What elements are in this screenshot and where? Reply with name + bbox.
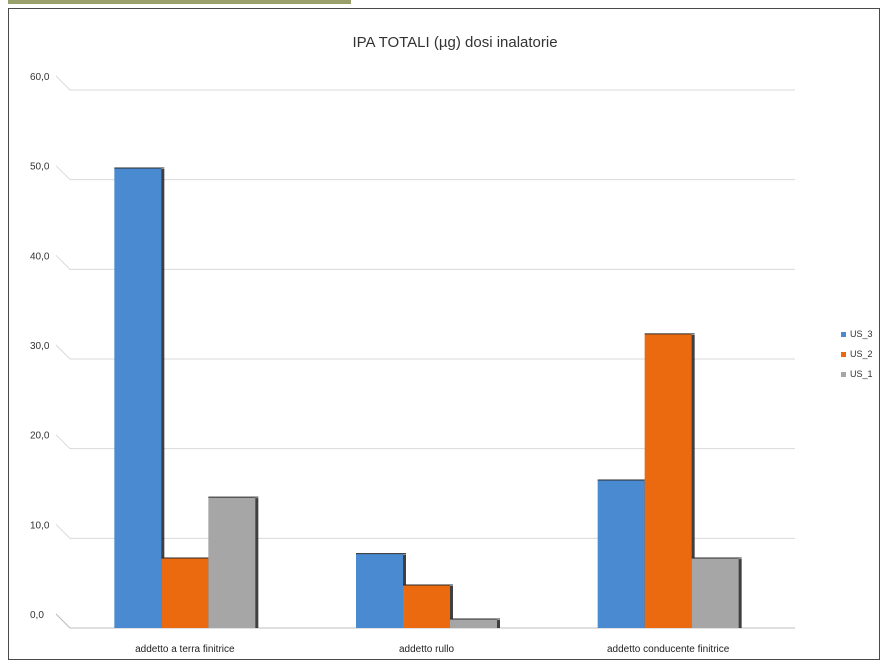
bar-US_1-0 <box>208 497 256 628</box>
legend: US_3 US_2 US_1 <box>841 329 873 379</box>
bar-side-US_3-0 <box>160 169 165 628</box>
bar-side-US_1-1 <box>496 620 500 628</box>
chart-title: IPA TOTALI (µg) dosi inalatorie <box>352 34 557 51</box>
x-category-label: addetto conducente finitrice <box>607 644 730 655</box>
legend-swatch-US_2 <box>841 352 846 357</box>
legend-swatch-US_3 <box>841 332 846 337</box>
y-tick-label: 30,0 <box>30 341 50 352</box>
bar-US_2-0 <box>161 558 209 628</box>
legend-label-US_2: US_2 <box>850 349 873 359</box>
y-tick-label: 40,0 <box>30 251 50 262</box>
y-tick-label: 10,0 <box>30 520 50 531</box>
gridline <box>55 344 795 360</box>
bar-US_2-2 <box>644 333 692 628</box>
x-axis-line <box>55 613 795 629</box>
bar-side-US_2-2 <box>690 334 695 628</box>
x-category-label: addetto a terra finitrice <box>135 644 235 655</box>
y-tick-label: 50,0 <box>30 162 50 173</box>
gridline <box>55 75 795 91</box>
bar-US_3-0 <box>114 168 162 628</box>
bar-US_1-2 <box>691 558 739 628</box>
bars <box>114 167 742 628</box>
y-tick-label: 60,0 <box>30 72 50 83</box>
bar-US_2-1 <box>403 584 450 628</box>
bar-side-US_1-0 <box>254 498 259 628</box>
top-accent-bar <box>8 0 351 4</box>
legend-label-US_3: US_3 <box>850 329 873 339</box>
bar-US_1-1 <box>450 619 497 628</box>
bar-side-US_1-2 <box>737 559 742 628</box>
gridline <box>55 254 795 270</box>
bar-US_3-1 <box>356 553 403 628</box>
x-category-label: addetto rullo <box>399 644 454 655</box>
gridline <box>55 523 795 539</box>
legend-swatch-US_1 <box>841 372 846 377</box>
gridline <box>55 434 795 450</box>
y-axis-ticks: 0,0 10,0 20,0 30,0 40,0 50,0 60,0 <box>30 72 50 621</box>
bar-side-US_2-1 <box>449 585 453 628</box>
gridline <box>55 165 795 181</box>
y-tick-label: 0,0 <box>30 610 44 621</box>
gridlines <box>55 75 795 629</box>
bar-US_3-2 <box>597 480 645 628</box>
x-axis-categories: addetto a terra finitrice addetto rullo ad… <box>135 644 730 655</box>
y-tick-label: 20,0 <box>30 431 50 442</box>
legend-label-US_1: US_1 <box>850 369 873 379</box>
